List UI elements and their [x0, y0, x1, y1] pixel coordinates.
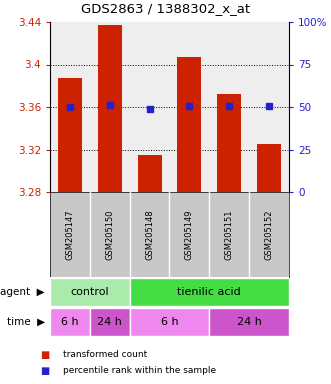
Text: percentile rank within the sample: percentile rank within the sample	[63, 366, 216, 375]
Text: 24 h: 24 h	[237, 317, 261, 327]
Text: time  ▶: time ▶	[7, 317, 45, 327]
Text: 6 h: 6 h	[61, 317, 79, 327]
Text: tienilic acid: tienilic acid	[177, 287, 241, 297]
Text: 6 h: 6 h	[161, 317, 178, 327]
Text: GSM205147: GSM205147	[66, 209, 74, 260]
Text: GSM205149: GSM205149	[185, 209, 194, 260]
Text: GSM205148: GSM205148	[145, 209, 154, 260]
Bar	[209, 308, 289, 336]
Text: GSM205152: GSM205152	[264, 209, 274, 260]
Bar	[217, 94, 241, 192]
Bar	[177, 57, 201, 192]
Text: GSM205151: GSM205151	[225, 209, 234, 260]
Text: control: control	[71, 287, 109, 297]
Text: GSM205150: GSM205150	[105, 209, 114, 260]
Text: GDS2863 / 1388302_x_at: GDS2863 / 1388302_x_at	[81, 3, 250, 15]
Text: 24 h: 24 h	[97, 317, 122, 327]
Bar	[90, 308, 130, 336]
Bar	[257, 144, 281, 192]
Text: ■: ■	[40, 366, 49, 376]
Text: transformed count: transformed count	[63, 350, 147, 359]
Text: ■: ■	[40, 350, 49, 360]
Bar	[58, 78, 82, 192]
Bar	[130, 308, 209, 336]
Bar	[50, 278, 130, 306]
Bar	[50, 308, 90, 336]
Text: agent  ▶: agent ▶	[0, 287, 45, 297]
Bar	[130, 278, 289, 306]
Bar	[98, 25, 122, 192]
Bar	[138, 155, 162, 192]
